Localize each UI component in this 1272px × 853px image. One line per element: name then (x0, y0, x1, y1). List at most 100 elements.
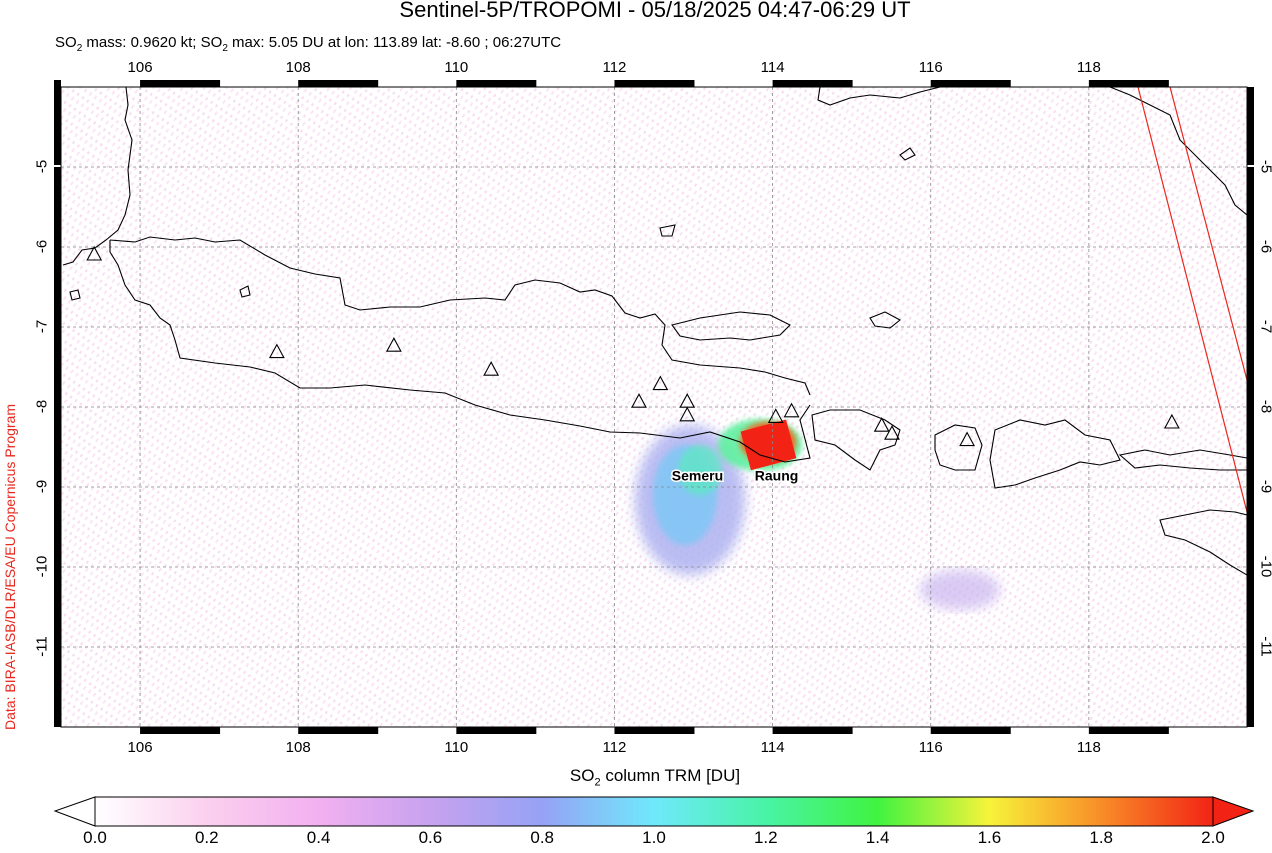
colorbar-over-arrow (1212, 796, 1255, 827)
cb-so2-subscript: 2 (594, 776, 601, 789)
coast-islet-3 (899, 147, 916, 161)
volcano-triangle-icon (873, 417, 890, 432)
lat-tick-label-right: -5 (1257, 159, 1272, 174)
volcano-triangle-icon (268, 343, 285, 359)
lat-tick-label-left: -5 (33, 159, 51, 174)
frame-corner (54, 80, 61, 87)
coast-madura (671, 311, 791, 341)
map-area: Semeru Raung (61, 87, 1247, 727)
frame-bar-bottom (930, 727, 1011, 734)
map-title: Sentinel-5P/TROPOMI - 05/18/2025 04:47-0… (399, 0, 911, 22)
coast-islet-2 (869, 311, 901, 329)
volcano-triangle-icon (86, 245, 103, 261)
colorbar-tick-label: 0.4 (306, 828, 331, 847)
coast-islet-4 (239, 285, 251, 298)
lon-tick-label-bottom: 106 (127, 739, 153, 756)
frame-bar-bottom (456, 727, 537, 734)
lat-tick-label-right: -7 (1257, 319, 1272, 334)
lat-tick-label-right: -9 (1257, 479, 1272, 494)
colorbar-title: SO2 column TRM [DU] (0, 766, 1272, 788)
lat-tick-label-left: -8 (33, 399, 51, 414)
frame-bar-top (298, 80, 379, 87)
lat-tick-label-right: -11 (1257, 636, 1272, 657)
frame-bar-right (1247, 567, 1254, 647)
colorbar (53, 796, 1255, 827)
colorbar-tick-label: 0.2 (194, 828, 219, 847)
coast-sulawesi (1109, 87, 1247, 216)
lon-tick-label-top: 110 (444, 59, 469, 76)
coast-java-south (174, 339, 811, 463)
gridlines (61, 87, 1247, 727)
frame-bar-bottom (298, 727, 379, 734)
volcano-triangle-icon (1163, 413, 1180, 429)
volcano-triangle-icon (631, 393, 647, 408)
lon-tick-label-bottom: 108 (285, 739, 311, 756)
colorbar-tick-label: 1.8 (1089, 828, 1113, 847)
frame-bar-top (140, 80, 221, 87)
lat-tick-label-left: -10 (33, 555, 51, 578)
frame-bar-left (54, 487, 61, 567)
lon-tick-label-top: 108 (285, 59, 311, 76)
lon-tick-label-bottom: 110 (444, 739, 469, 756)
swath-line-2 (1169, 87, 1247, 381)
frame-bar-right (1247, 487, 1254, 567)
coast-lombok (934, 424, 983, 471)
so2-mass-text: mass: 0.9620 kt; SO (82, 34, 223, 51)
coast-bali (811, 409, 901, 471)
swath-edge-lines (1137, 87, 1247, 513)
volcano-triangle-icon (959, 431, 976, 447)
frame-bar-bottom (140, 727, 221, 734)
volcano-label: Raung (755, 468, 799, 484)
colorbar-tick-label: 1.2 (753, 828, 778, 847)
frame-bar-bottom (772, 727, 853, 734)
colorbar-tick-label: 2.0 (1201, 828, 1225, 847)
cb-unit-text: column TRM [DU] (600, 766, 741, 785)
volcano-triangle-icon (652, 375, 669, 391)
colorbar-gradient (94, 796, 1214, 827)
coast-sumbawa (989, 419, 1121, 489)
lon-tick-label-bottom: 118 (1076, 739, 1101, 756)
frame-bar-top (930, 80, 1011, 87)
frame-bar-right (1247, 247, 1254, 327)
colorbar-tick-label: 1.6 (977, 828, 1002, 847)
frame-bar-left (54, 247, 61, 327)
frame-bar-left (54, 407, 61, 487)
plume-raung-max (740, 419, 797, 471)
lat-tick-label-left: -9 (33, 479, 51, 494)
lon-tick-label-top: 112 (602, 59, 627, 76)
coast-islet-5 (69, 289, 81, 301)
lat-tick-label-right: -10 (1257, 555, 1272, 578)
colorbar-tick-label: 1.4 (865, 828, 890, 847)
frame-ticks (54, 80, 1254, 734)
colorbar-tick-label: 0.6 (418, 828, 443, 847)
lon-tick-label-top: 116 (918, 59, 943, 76)
coast-borneo (817, 87, 941, 106)
coast-java-west-end (109, 240, 176, 341)
volcano-label: Semeru (672, 468, 723, 484)
so2-max-subscript: 2 (222, 43, 228, 54)
frame-bar-top (1088, 80, 1169, 87)
lat-tick-label-right: -8 (1257, 399, 1272, 414)
colorbar-tick-label: 0.0 (83, 828, 107, 847)
frame-bar-right (1247, 327, 1254, 407)
so2-subscript: 2 (76, 43, 83, 54)
volcano-triangle-icon (679, 406, 696, 422)
so2-plume (635, 419, 1000, 610)
coast-sumatra (62, 87, 133, 266)
lon-tick-label-bottom: 114 (760, 739, 785, 756)
plume-semeru-core (678, 445, 722, 495)
frame-bar-right (1247, 167, 1254, 247)
lat-tick-label-left: -6 (33, 239, 51, 254)
frame-bar-bottom (614, 727, 695, 734)
coast-sumba (1159, 509, 1247, 576)
lon-tick-label-top: 114 (760, 59, 785, 76)
coast-java-north (109, 236, 811, 396)
lon-tick-label-top: 106 (127, 59, 153, 76)
cb-so2-label: SO (569, 766, 595, 785)
volcano-triangle-icon (783, 402, 800, 418)
lon-tick-label-top: 118 (1076, 59, 1101, 76)
plume-drift (920, 570, 1000, 610)
frame-bar-left (54, 647, 61, 727)
coast-islet-1 (659, 224, 676, 237)
